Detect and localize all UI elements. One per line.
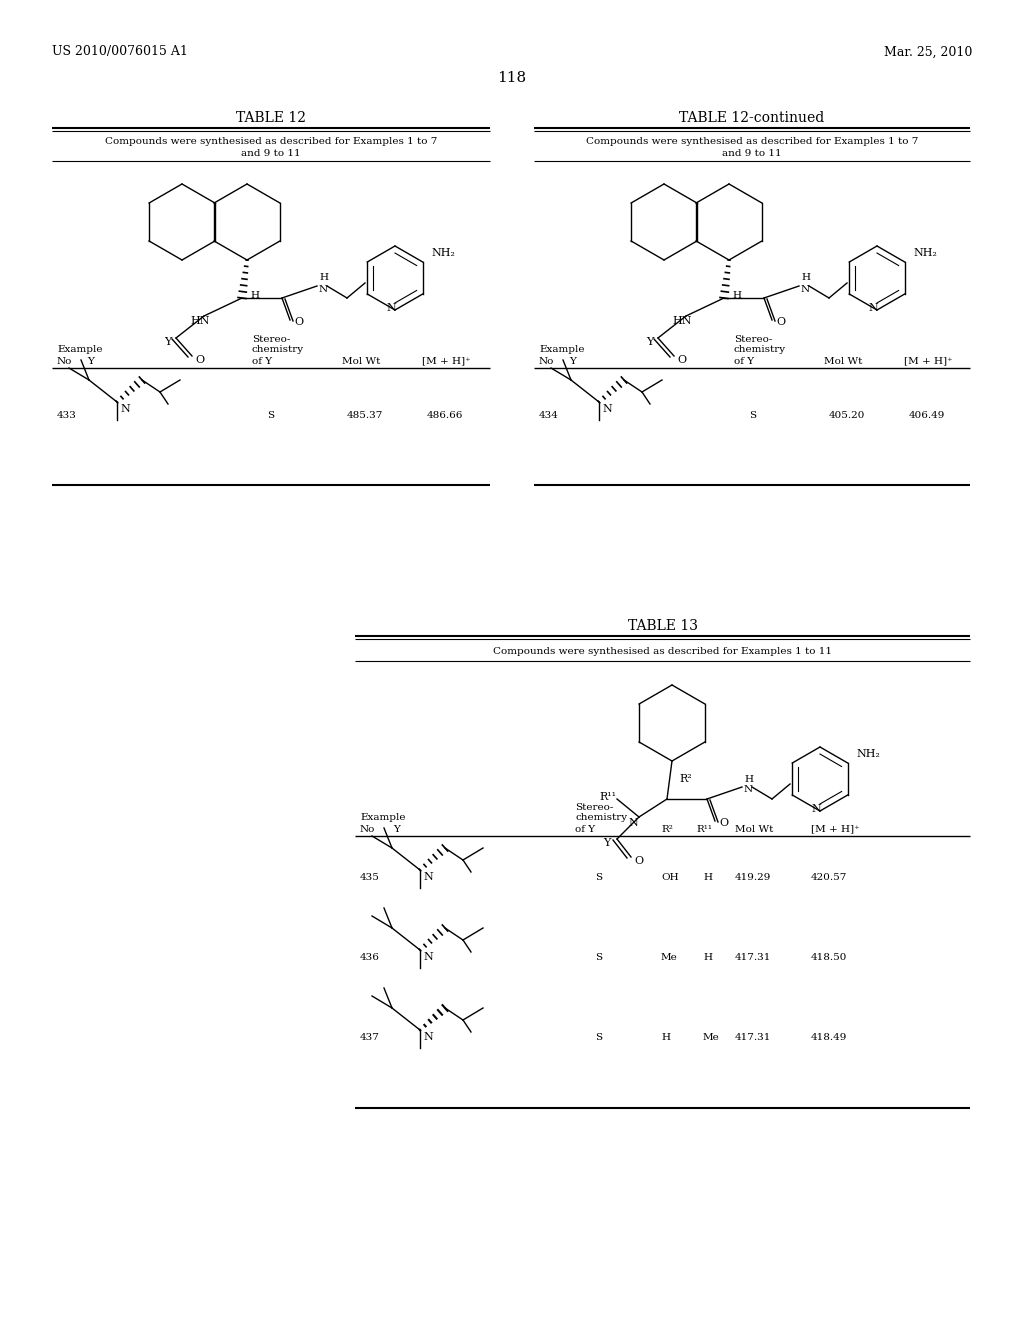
Text: O: O	[776, 317, 785, 327]
Text: O: O	[195, 355, 204, 366]
Text: Me: Me	[703, 1034, 720, 1043]
Text: O: O	[294, 317, 303, 327]
Text: Example: Example	[360, 813, 406, 822]
Text: NH₂: NH₂	[856, 748, 880, 759]
Text: H: H	[319, 273, 328, 282]
Text: N: N	[801, 285, 810, 293]
Text: R²: R²	[662, 825, 673, 833]
Text: N: N	[602, 404, 611, 414]
Text: N: N	[811, 804, 821, 814]
Text: R¹¹: R¹¹	[696, 825, 712, 833]
Text: Y: Y	[646, 337, 653, 347]
Text: 436: 436	[360, 953, 380, 962]
Text: 420.57: 420.57	[811, 874, 848, 883]
Text: US 2010/0076015 A1: US 2010/0076015 A1	[52, 45, 187, 58]
Text: [M + H]⁺: [M + H]⁺	[811, 825, 859, 833]
Text: 419.29: 419.29	[735, 874, 771, 883]
Text: 417.31: 417.31	[735, 953, 771, 962]
Text: OH: OH	[662, 874, 679, 883]
Text: H: H	[703, 874, 712, 883]
Text: 418.50: 418.50	[811, 953, 848, 962]
Text: chemistry: chemistry	[575, 813, 627, 822]
Text: 435: 435	[360, 874, 380, 883]
Text: O: O	[719, 818, 728, 828]
Text: Mar. 25, 2010: Mar. 25, 2010	[884, 45, 972, 58]
Text: of Y: of Y	[252, 356, 272, 366]
Text: N: N	[628, 818, 638, 828]
Text: [M + H]⁺: [M + H]⁺	[422, 356, 471, 366]
Text: Mol Wt: Mol Wt	[735, 825, 773, 833]
Text: TABLE 12: TABLE 12	[236, 111, 306, 125]
Text: Stereo-: Stereo-	[734, 334, 772, 343]
Text: N: N	[423, 873, 433, 882]
Text: 418.49: 418.49	[811, 1034, 848, 1043]
Text: O: O	[677, 355, 686, 366]
Text: 405.20: 405.20	[829, 411, 865, 420]
Text: chemistry: chemistry	[734, 346, 786, 355]
Text: 406.49: 406.49	[909, 411, 945, 420]
Text: Stereo-: Stereo-	[575, 803, 613, 812]
Text: Compounds were synthesised as described for Examples 1 to 11: Compounds were synthesised as described …	[493, 647, 831, 656]
Text: TABLE 12-continued: TABLE 12-continued	[679, 111, 824, 125]
Text: N: N	[744, 785, 753, 795]
Text: TABLE 13: TABLE 13	[628, 619, 697, 634]
Text: 417.31: 417.31	[735, 1034, 771, 1043]
Text: N: N	[423, 1032, 433, 1041]
Text: S: S	[749, 411, 756, 420]
Text: 486.66: 486.66	[427, 411, 464, 420]
Text: NH₂: NH₂	[913, 248, 937, 257]
Text: H: H	[732, 292, 741, 301]
Text: N: N	[868, 302, 878, 313]
Text: Y: Y	[603, 838, 610, 847]
Text: O: O	[634, 855, 643, 866]
Text: [M + H]⁺: [M + H]⁺	[904, 356, 952, 366]
Text: H: H	[744, 775, 753, 784]
Text: of Y: of Y	[734, 356, 754, 366]
Text: S: S	[595, 874, 602, 883]
Text: No: No	[360, 825, 376, 833]
Text: 434: 434	[539, 411, 559, 420]
Text: 433: 433	[57, 411, 77, 420]
Text: Me: Me	[662, 953, 678, 962]
Text: N: N	[423, 952, 433, 962]
Text: and 9 to 11: and 9 to 11	[722, 149, 781, 157]
Text: Compounds were synthesised as described for Examples 1 to 7: Compounds were synthesised as described …	[586, 137, 919, 147]
Text: N: N	[319, 285, 328, 293]
Text: 437: 437	[360, 1034, 380, 1043]
Text: Y: Y	[393, 825, 400, 833]
Text: Mol Wt: Mol Wt	[342, 356, 380, 366]
Text: Example: Example	[57, 346, 102, 355]
Text: Example: Example	[539, 346, 585, 355]
Text: No: No	[539, 356, 554, 366]
Text: NH₂: NH₂	[431, 248, 455, 257]
Text: H: H	[250, 292, 259, 301]
Text: 485.37: 485.37	[347, 411, 383, 420]
Text: HN: HN	[190, 315, 210, 326]
Text: HN: HN	[672, 315, 691, 326]
Text: Stereo-: Stereo-	[252, 334, 291, 343]
Text: H: H	[801, 273, 810, 282]
Text: Compounds were synthesised as described for Examples 1 to 7: Compounds were synthesised as described …	[104, 137, 437, 147]
Text: No: No	[57, 356, 73, 366]
Text: H: H	[662, 1034, 670, 1043]
Text: Mol Wt: Mol Wt	[824, 356, 862, 366]
Text: of Y: of Y	[575, 825, 595, 833]
Text: R¹¹: R¹¹	[599, 792, 616, 803]
Text: N: N	[120, 404, 130, 414]
Text: Y: Y	[164, 337, 171, 347]
Text: H: H	[703, 953, 712, 962]
Text: S: S	[595, 1034, 602, 1043]
Text: chemistry: chemistry	[252, 346, 304, 355]
Text: Y: Y	[569, 356, 575, 366]
Text: S: S	[267, 411, 274, 420]
Text: and 9 to 11: and 9 to 11	[242, 149, 301, 157]
Text: S: S	[595, 953, 602, 962]
Text: 118: 118	[498, 71, 526, 84]
Text: N: N	[386, 302, 396, 313]
Text: Y: Y	[87, 356, 94, 366]
Text: R²: R²	[679, 774, 692, 784]
